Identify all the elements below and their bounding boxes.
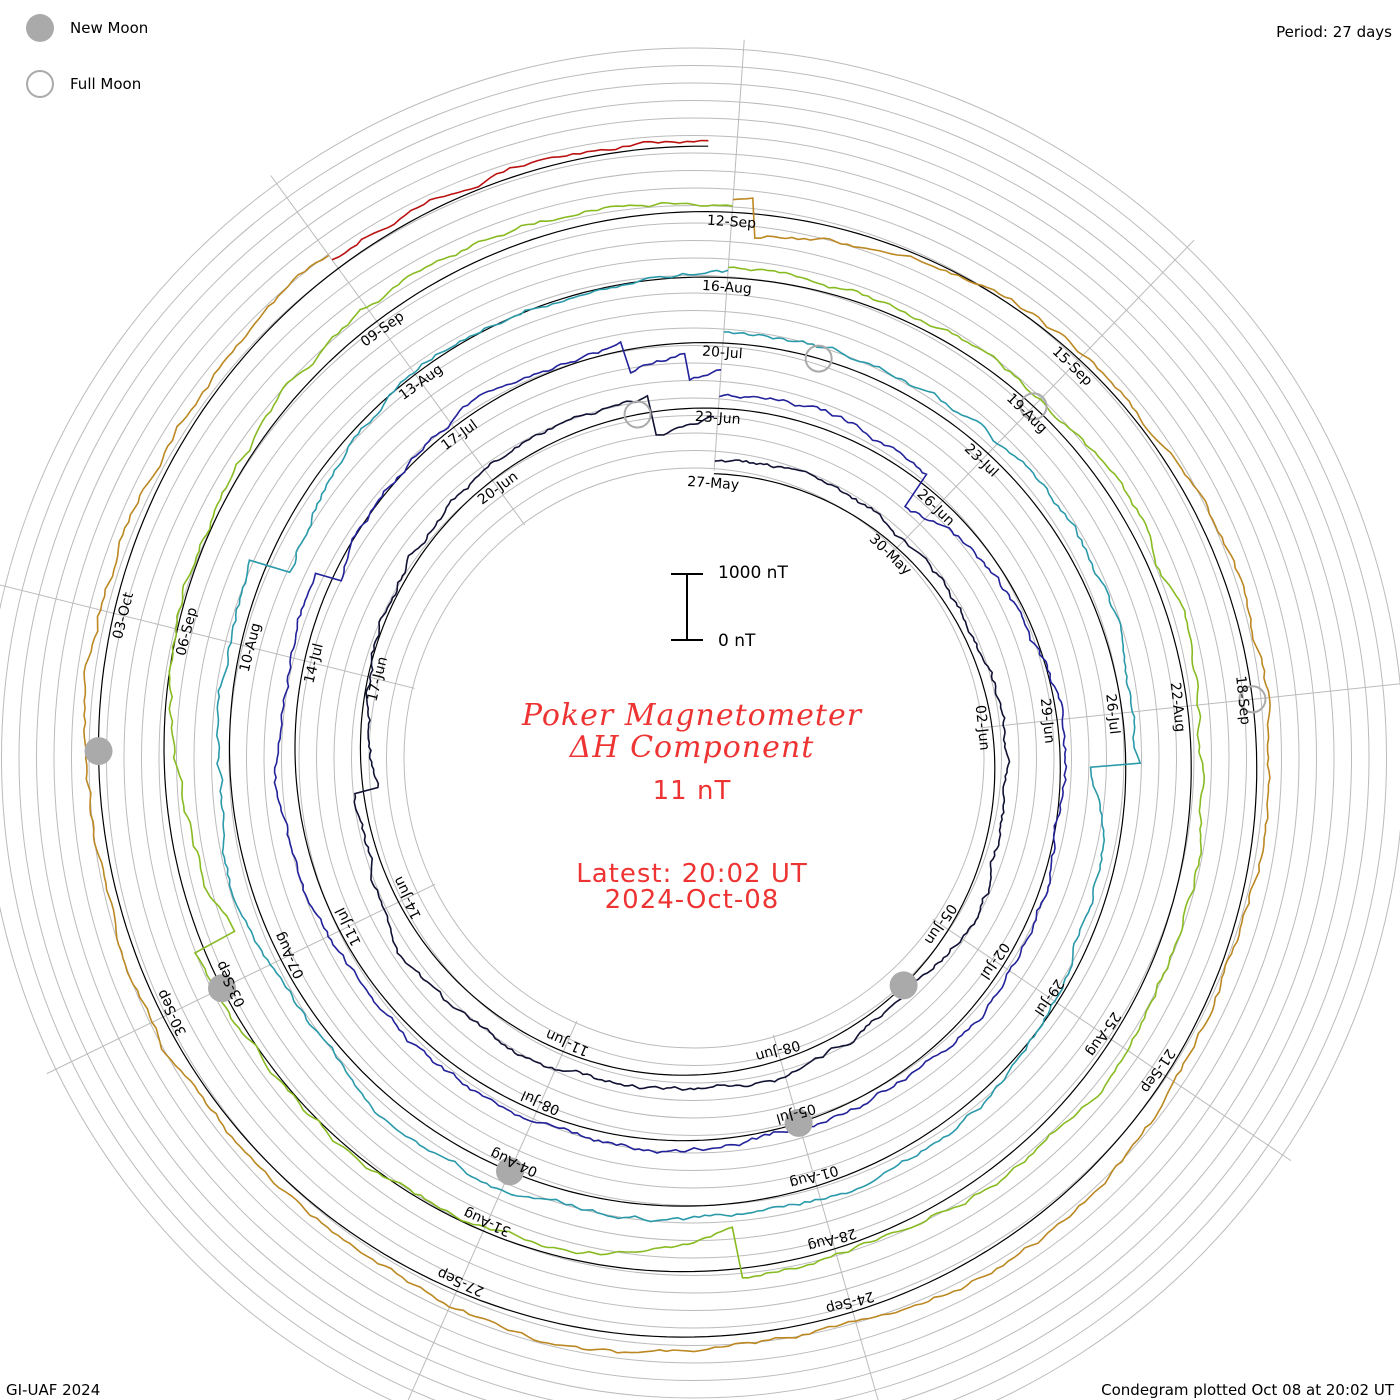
moon-markers	[84, 344, 1267, 1186]
date-label: 03-Oct	[110, 590, 137, 640]
current-value: 11 nT	[652, 776, 732, 806]
grid-ring	[176, 240, 1212, 1276]
date-label: 02-Jun	[972, 704, 993, 751]
grid-ring	[158, 222, 1230, 1294]
grid-ring	[298, 362, 1090, 1154]
date-label: 14-Jul	[302, 642, 327, 685]
date-label: 22-Aug	[1167, 682, 1188, 733]
date-label: 27-May	[687, 474, 740, 494]
grid-ring	[123, 187, 1265, 1329]
grid-ring	[36, 100, 1352, 1400]
new-moon-icon	[26, 14, 54, 42]
legend-new-moon-label: New Moon	[70, 19, 149, 37]
scale-bottom-label: 0 nT	[718, 631, 756, 651]
legend-new-moon: New Moon	[26, 14, 148, 42]
date-label: 29-Jul	[1031, 976, 1067, 1019]
grid-ring	[351, 415, 1037, 1101]
trace-turn-1	[353, 394, 1011, 1091]
footer-plot-time: Condegram plotted Oct 08 at 20:02 UT	[1101, 1381, 1394, 1399]
date-label: 13-Aug	[396, 361, 446, 403]
grid-ring	[18, 82, 1370, 1400]
new-moon-marker	[207, 974, 236, 1003]
trace-turn-2	[273, 340, 1068, 1154]
grid-ring	[316, 380, 1072, 1136]
latest-date: 2024-Oct-08	[604, 885, 780, 915]
period-label: Period: 27 days	[1276, 23, 1392, 41]
date-label: 20-Jul	[702, 344, 744, 363]
trace-turn-3	[215, 269, 1142, 1223]
full-moon-marker	[1238, 685, 1267, 714]
date-label: 30-Sep	[154, 987, 190, 1038]
grid-ring	[0, 47, 1400, 1400]
grid-ring	[71, 135, 1317, 1381]
full-moon-marker	[623, 400, 652, 429]
grid-ring	[386, 450, 1002, 1066]
grid-ring	[263, 327, 1125, 1189]
grid-ring	[281, 345, 1107, 1171]
legend-full-moon: Full Moon	[26, 70, 141, 98]
full-moon-marker	[804, 344, 833, 373]
date-label: 11-Jun	[543, 1026, 591, 1059]
new-moon-marker	[784, 1108, 813, 1137]
new-moon-marker	[84, 737, 113, 766]
date-label: 18-Sep	[1232, 675, 1253, 726]
baseline-spiral	[97, 145, 1258, 1338]
scale-bar	[671, 573, 703, 641]
date-label: 31-Aug	[461, 1204, 513, 1239]
grid-ring	[403, 467, 985, 1049]
date-label: 12-Sep	[706, 213, 756, 232]
grid-ring	[193, 257, 1195, 1259]
grid-ring	[53, 117, 1335, 1399]
date-label: 17-Jun	[364, 655, 391, 703]
grid-ring	[141, 205, 1247, 1311]
new-moon-marker	[889, 971, 918, 1000]
chart-title: Poker Magnetometer	[521, 698, 863, 733]
chart-subtitle: ΔH Component	[569, 730, 815, 765]
baseline-rings	[97, 145, 1258, 1338]
date-label: 15-Sep	[1049, 344, 1096, 390]
center-mask	[406, 470, 982, 1046]
full-moon-icon	[26, 70, 54, 98]
legend-full-moon-label: Full Moon	[70, 75, 142, 93]
trace-turn-6	[331, 139, 709, 261]
grid-ring	[1, 65, 1387, 1400]
latest-time: Latest: 20:02 UT	[576, 859, 808, 889]
grid-ring	[333, 397, 1055, 1119]
scale-top-label: 1000 nT	[718, 563, 788, 583]
date-label: 26-Jul	[1102, 693, 1122, 735]
grid-ring	[228, 292, 1160, 1224]
footer-credit: GI-UAF 2024	[6, 1381, 101, 1399]
trace-turn-4	[168, 201, 1206, 1279]
date-label: 27-Sep	[435, 1265, 487, 1300]
date-label: 29-Jun	[1037, 697, 1058, 744]
date-label: 16-Aug	[701, 278, 752, 297]
date-label: 23-Jun	[694, 409, 741, 428]
grid-spokes	[0, 39, 1400, 1400]
full-moon-marker	[1019, 392, 1048, 421]
new-moon-marker	[495, 1157, 524, 1186]
